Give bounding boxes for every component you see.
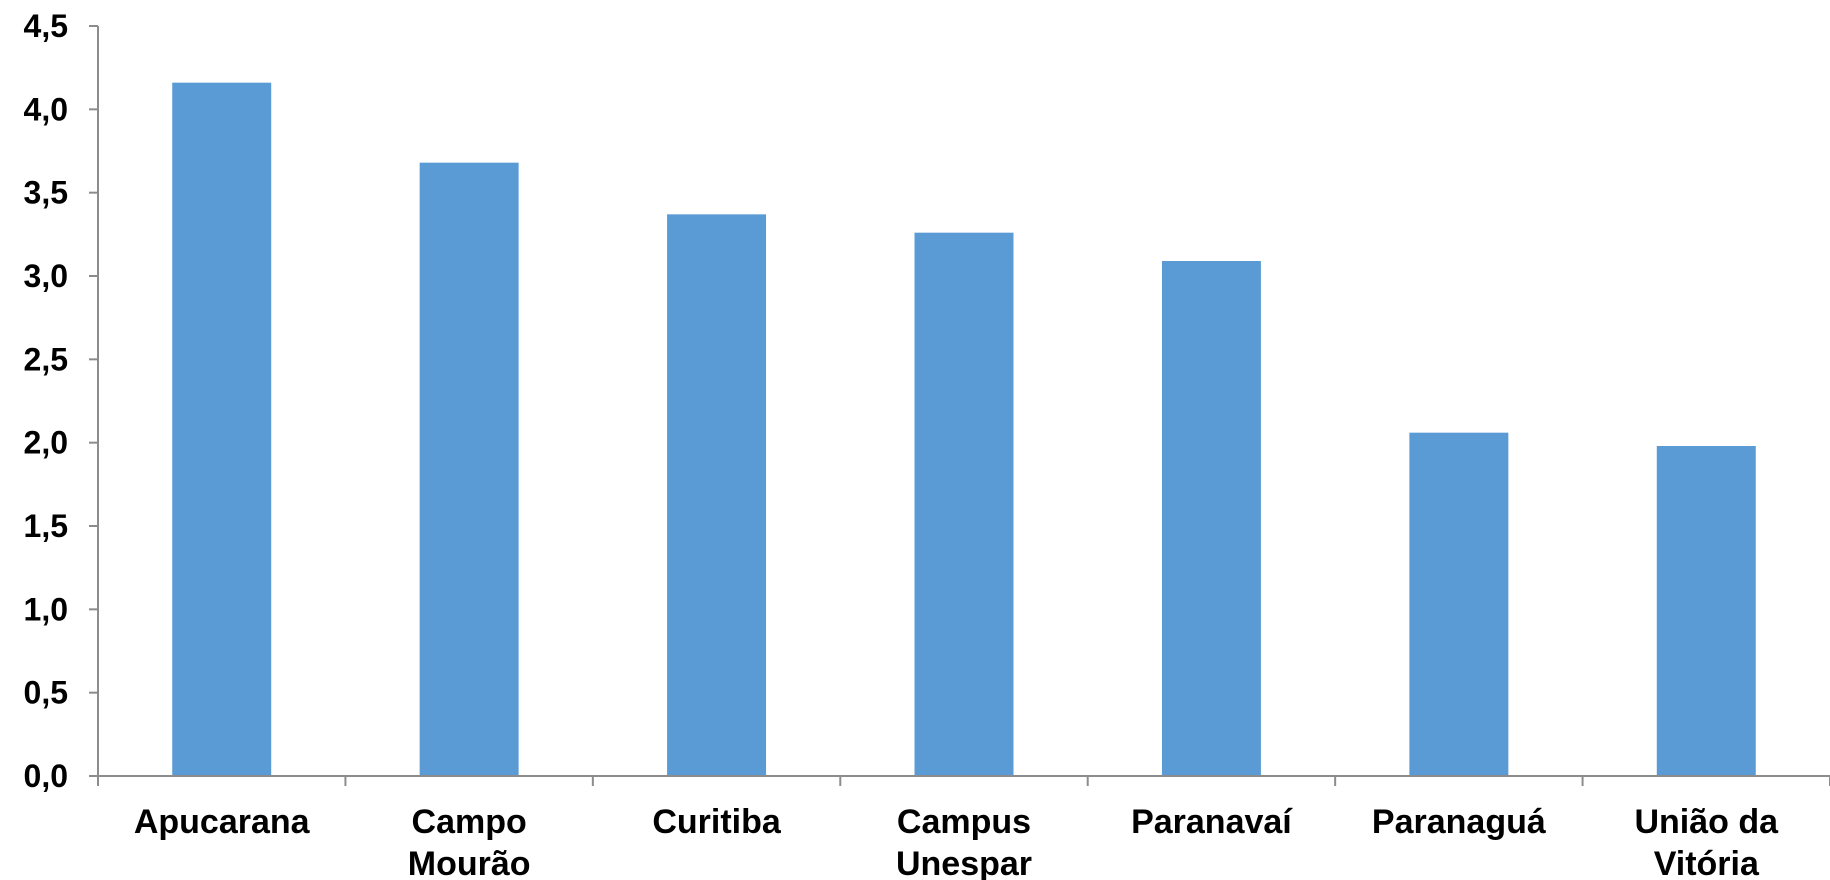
x-category-label: Paranaguá (1372, 803, 1546, 841)
y-axis: 0,0 0,5 1,0 1,5 2,0 2,5 3,0 3,5 4,0 4,5 (24, 8, 99, 794)
x-category-label: Campus Unespar (896, 803, 1032, 880)
bars (172, 82, 1756, 777)
x-category-label: Curitiba (652, 803, 782, 841)
bar (1161, 261, 1261, 776)
bar (1409, 432, 1509, 776)
y-tick-label: 2,0 (24, 425, 68, 461)
x-category-label: Campo Mourão (408, 803, 531, 880)
y-tick-label: 2,5 (24, 341, 68, 377)
y-tick-label: 1,0 (24, 591, 68, 627)
x-category-label: União da Vitória (1634, 803, 1779, 880)
x-axis: Apucarana Campo Mourão Curitiba Campus Unespa… (97, 775, 1830, 880)
y-tick-label: 3,0 (24, 258, 68, 294)
bar (1656, 446, 1756, 776)
y-tick-label: 3,5 (24, 175, 68, 211)
y-tick-label: 4,0 (24, 91, 68, 127)
y-tick-label: 0,0 (24, 758, 68, 794)
x-category-label: Apucarana (134, 803, 311, 841)
y-tick-label: 4,5 (24, 8, 68, 44)
bar (667, 214, 767, 777)
y-tick-label: 1,5 (24, 508, 68, 544)
x-category-label: Paranavaí (1131, 803, 1293, 841)
bar (419, 162, 519, 776)
bar (914, 232, 1014, 776)
y-tick-label: 0,5 (24, 675, 68, 711)
bar (172, 82, 272, 776)
